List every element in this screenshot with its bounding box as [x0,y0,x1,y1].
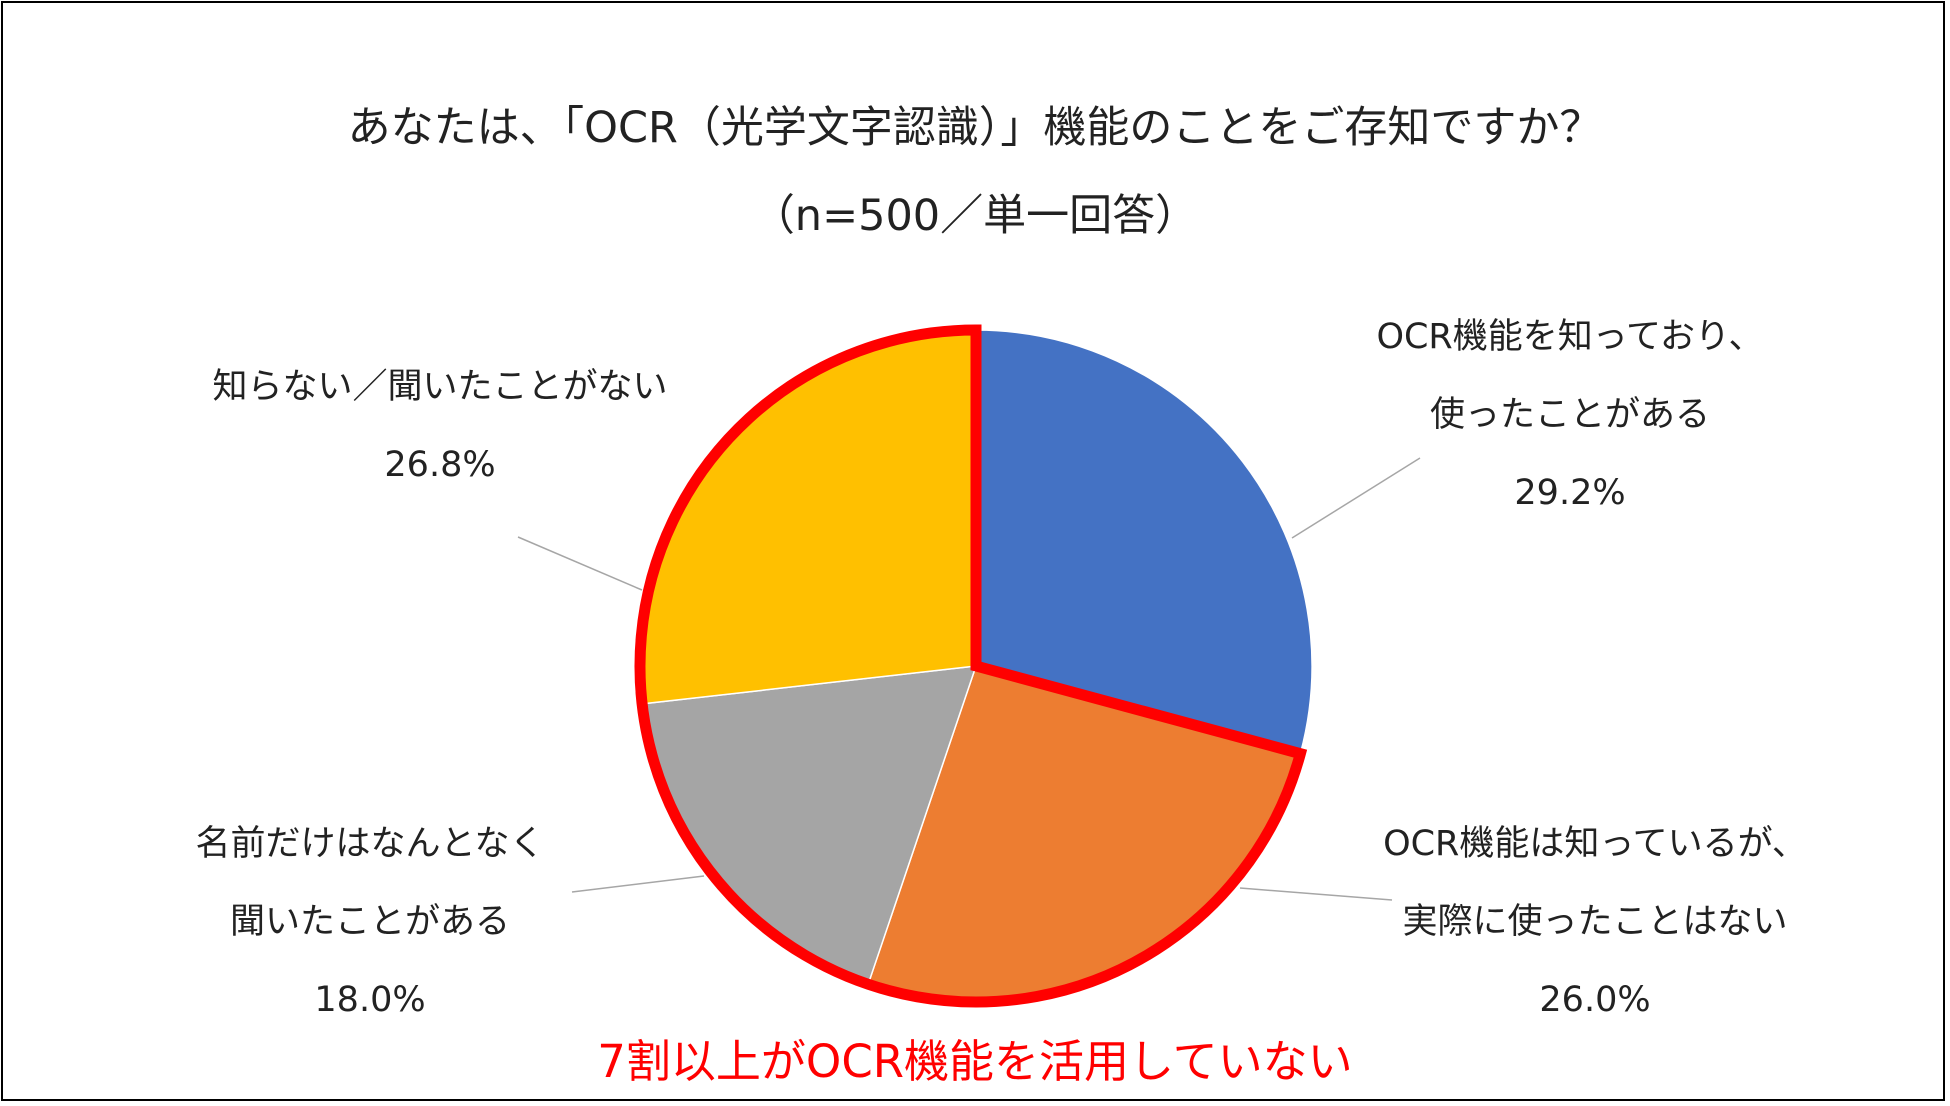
leader-line-4 [517,536,643,591]
slice-category-label-3: 聞いたことがある [230,902,510,942]
slice-value-label-1: 29.2% [1514,473,1625,513]
highlight-callout: 7割以上がOCR機能を活用していない [597,1035,1352,1088]
slice-category-label-3: 名前だけはなんとなく [196,824,545,864]
leader-line-1 [1291,457,1421,539]
highlight-outline [634,324,1308,1008]
pie-slice-1 [975,329,1313,755]
pie-slice-4 [639,329,977,705]
slice-category-label-2: 実際に使ったことはない [1402,902,1787,942]
slice-category-label-4: 知らない／聞いたことがない [212,367,667,407]
chart-title: あなたは、「OCR（光学文字認識）」機能のことをご存知ですか？ [348,103,1603,153]
slice-value-label-2: 26.0% [1539,980,1650,1020]
slice-category-label-1: 使ったことがある [1430,395,1710,435]
chart-subtitle: （n=500／単一回答） [752,191,1198,241]
slice-category-label-2: OCR機能は知っているが、 [1383,824,1807,864]
slice-value-label-4: 26.8% [384,445,495,485]
slice-value-label-3: 18.0% [314,980,425,1020]
leader-line-2 [1239,887,1393,901]
slice-category-label-1: OCR機能を知っており、 [1376,317,1763,357]
leader-line-3 [571,875,705,893]
